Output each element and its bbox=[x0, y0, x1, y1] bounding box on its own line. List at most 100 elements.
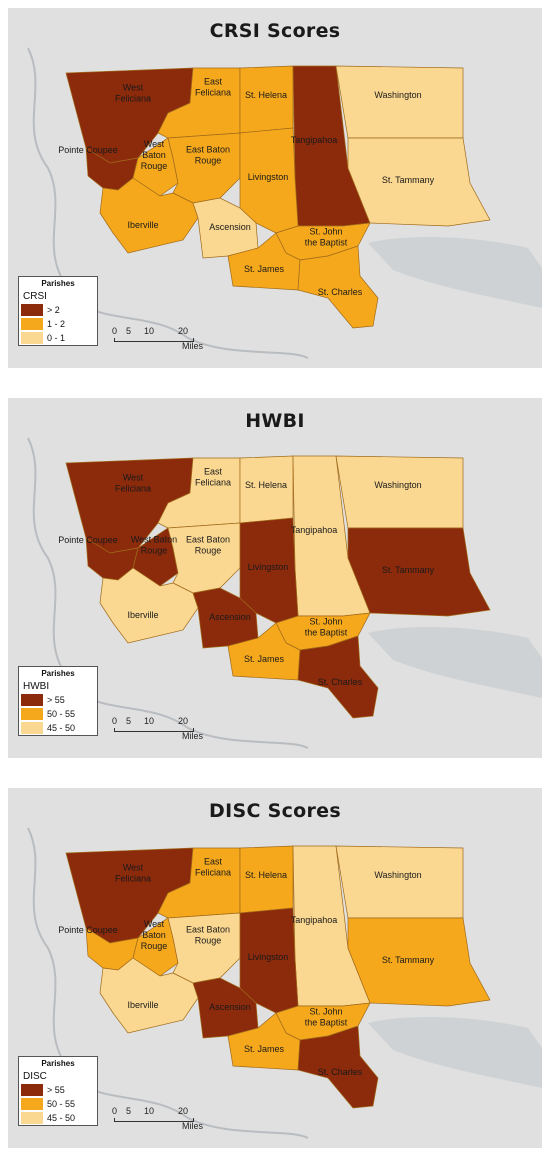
parish-label-ascension: Ascension bbox=[209, 612, 251, 622]
scale-tick-label: 20 bbox=[178, 1106, 189, 1116]
parish-label-st-tammany: St. Tammany bbox=[382, 175, 435, 185]
parish-label-iberville: Iberville bbox=[127, 1000, 158, 1010]
parish-st-charles[interactable] bbox=[297, 245, 379, 329]
parish-label-st-james: St. James bbox=[244, 264, 285, 274]
legend-heading: Parishes bbox=[41, 1059, 75, 1068]
legend-variable: HWBI bbox=[23, 681, 50, 692]
parish-map: West Feliciana Pointe Coupee East Feliciana S… bbox=[27, 437, 542, 749]
legend-row: 1 - 2 bbox=[19, 317, 97, 331]
parish-washington[interactable] bbox=[335, 845, 464, 919]
parish-washington[interactable] bbox=[335, 65, 464, 139]
legend-row: > 55 bbox=[19, 1083, 97, 1097]
parish-label-tangipahoa: Tangipahoa bbox=[291, 525, 338, 535]
parish-label-east-feliciana: East Feliciana bbox=[195, 77, 231, 98]
parish-st-tammany[interactable] bbox=[347, 917, 491, 1007]
scale-bar-line bbox=[114, 728, 194, 732]
lake-shape bbox=[368, 626, 542, 698]
map-panel-hwbi: West Feliciana Pointe Coupee East Feliciana S… bbox=[8, 398, 542, 758]
parish-map: West Feliciana Pointe Coupee East Feliciana S… bbox=[27, 827, 542, 1139]
parish-east-baton-rouge[interactable] bbox=[167, 912, 241, 984]
legend-row: 45 - 50 bbox=[19, 721, 97, 735]
parish-east-baton-rouge[interactable] bbox=[167, 522, 241, 594]
parish-label-tangipahoa: Tangipahoa bbox=[291, 915, 338, 925]
legend-label: 45 - 50 bbox=[47, 723, 76, 733]
legend-row: > 55 bbox=[19, 693, 97, 707]
parish-label-east-baton-rouge: East Baton Rouge bbox=[186, 535, 230, 556]
parish-label-ascension: Ascension bbox=[209, 1002, 251, 1012]
parish-st-james[interactable] bbox=[227, 622, 301, 681]
map-legend: Parishes DISC > 55 50 - 55 45 - 50 bbox=[18, 1056, 98, 1126]
parish-label-iberville: Iberville bbox=[127, 610, 158, 620]
map-title: HWBI bbox=[245, 410, 305, 432]
map-panel-disc: West Feliciana Pointe Coupee East Feliciana S… bbox=[8, 788, 542, 1148]
parish-st-tammany[interactable] bbox=[347, 527, 491, 617]
parish-label-washington: Washington bbox=[374, 480, 421, 490]
legend-swatch bbox=[21, 708, 43, 720]
parish-label-st-john-the-baptist: St. John the Baptist bbox=[305, 617, 348, 638]
scale-tick-label: 0 bbox=[112, 326, 118, 336]
legend-swatch bbox=[21, 694, 43, 706]
parish-map: West Feliciana Pointe Coupee East Feliciana S… bbox=[27, 47, 542, 359]
legend-row: 45 - 50 bbox=[19, 1111, 97, 1125]
legend-label: 50 - 55 bbox=[47, 1099, 76, 1109]
parish-st-james[interactable] bbox=[227, 1012, 301, 1071]
legend-label: 50 - 55 bbox=[47, 709, 76, 719]
scale-tick-label: 10 bbox=[144, 716, 155, 726]
map-panel-crsi: West Feliciana Pointe Coupee East Feliciana S… bbox=[8, 8, 542, 368]
legend-swatch bbox=[21, 304, 43, 316]
scale-bar-line bbox=[114, 338, 194, 342]
legend-label: 1 - 2 bbox=[47, 319, 66, 329]
scale-unit: Miles bbox=[182, 731, 204, 741]
legend-swatch bbox=[21, 1084, 43, 1096]
parish-label-iberville: Iberville bbox=[127, 220, 158, 230]
parish-washington[interactable] bbox=[335, 455, 464, 529]
map-title: DISC Scores bbox=[209, 800, 341, 822]
parish-label-livingston: Livingston bbox=[248, 172, 289, 182]
legend-swatch bbox=[21, 1112, 43, 1124]
legend-swatch bbox=[21, 1098, 43, 1110]
parish-st-charles[interactable] bbox=[297, 635, 379, 719]
scale-tick-label: 5 bbox=[126, 716, 132, 726]
parish-st-tammany[interactable] bbox=[347, 137, 491, 227]
parish-label-tangipahoa: Tangipahoa bbox=[291, 135, 338, 145]
parish-label-ascension: Ascension bbox=[209, 222, 251, 232]
parish-label-west-baton-rouge: West Baton Rouge bbox=[131, 535, 177, 556]
legend-row: 0 - 1 bbox=[19, 331, 97, 345]
scale-tick-label: 20 bbox=[178, 716, 189, 726]
parish-st-charles[interactable] bbox=[297, 1025, 379, 1109]
scale-unit: Miles bbox=[182, 1121, 204, 1131]
scale-unit: Miles bbox=[182, 341, 204, 351]
legend-swatch bbox=[21, 332, 43, 344]
parish-label-east-baton-rouge: East Baton Rouge bbox=[186, 925, 230, 946]
parish-label-livingston: Livingston bbox=[248, 952, 289, 962]
legend-variable: CRSI bbox=[23, 291, 47, 302]
legend-label: > 55 bbox=[47, 695, 65, 705]
scale-bar-line bbox=[114, 1118, 194, 1122]
scale-bar: 0 5 10 20 Miles bbox=[112, 326, 212, 356]
legend-swatch bbox=[21, 318, 43, 330]
scale-tick-label: 0 bbox=[112, 716, 118, 726]
scale-tick-label: 10 bbox=[144, 326, 155, 336]
scale-bar: 0 5 10 20 Miles bbox=[112, 716, 212, 746]
lake-shape bbox=[368, 1016, 542, 1088]
parish-st-james[interactable] bbox=[227, 232, 301, 291]
map-legend: Parishes CRSI > 2 1 - 2 0 - 1 bbox=[18, 276, 98, 346]
parish-label-east-baton-rouge: East Baton Rouge bbox=[186, 145, 230, 166]
parish-label-pointe-coupee: Pointe Coupee bbox=[58, 535, 118, 545]
legend-label: > 55 bbox=[47, 1085, 65, 1095]
parish-label-livingston: Livingston bbox=[248, 562, 289, 572]
parish-label-west-feliciana: West Feliciana bbox=[115, 863, 151, 884]
legend-label: 0 - 1 bbox=[47, 333, 66, 343]
parish-east-baton-rouge[interactable] bbox=[167, 132, 241, 204]
parish-label-st-james: St. James bbox=[244, 654, 285, 664]
parish-label-pointe-coupee: Pointe Coupee bbox=[58, 145, 118, 155]
parish-label-st-john-the-baptist: St. John the Baptist bbox=[305, 1007, 348, 1028]
lake-shape bbox=[368, 236, 542, 308]
parish-label-st-tammany: St. Tammany bbox=[382, 955, 435, 965]
parish-label-west-baton-rouge: West Baton Rouge bbox=[141, 919, 168, 951]
parish-label-east-feliciana: East Feliciana bbox=[195, 467, 231, 488]
parish-label-st-john-the-baptist: St. John the Baptist bbox=[305, 227, 348, 248]
legend-heading: Parishes bbox=[41, 669, 75, 678]
parish-label-west-feliciana: West Feliciana bbox=[115, 83, 151, 104]
legend-row: 50 - 55 bbox=[19, 1097, 97, 1111]
